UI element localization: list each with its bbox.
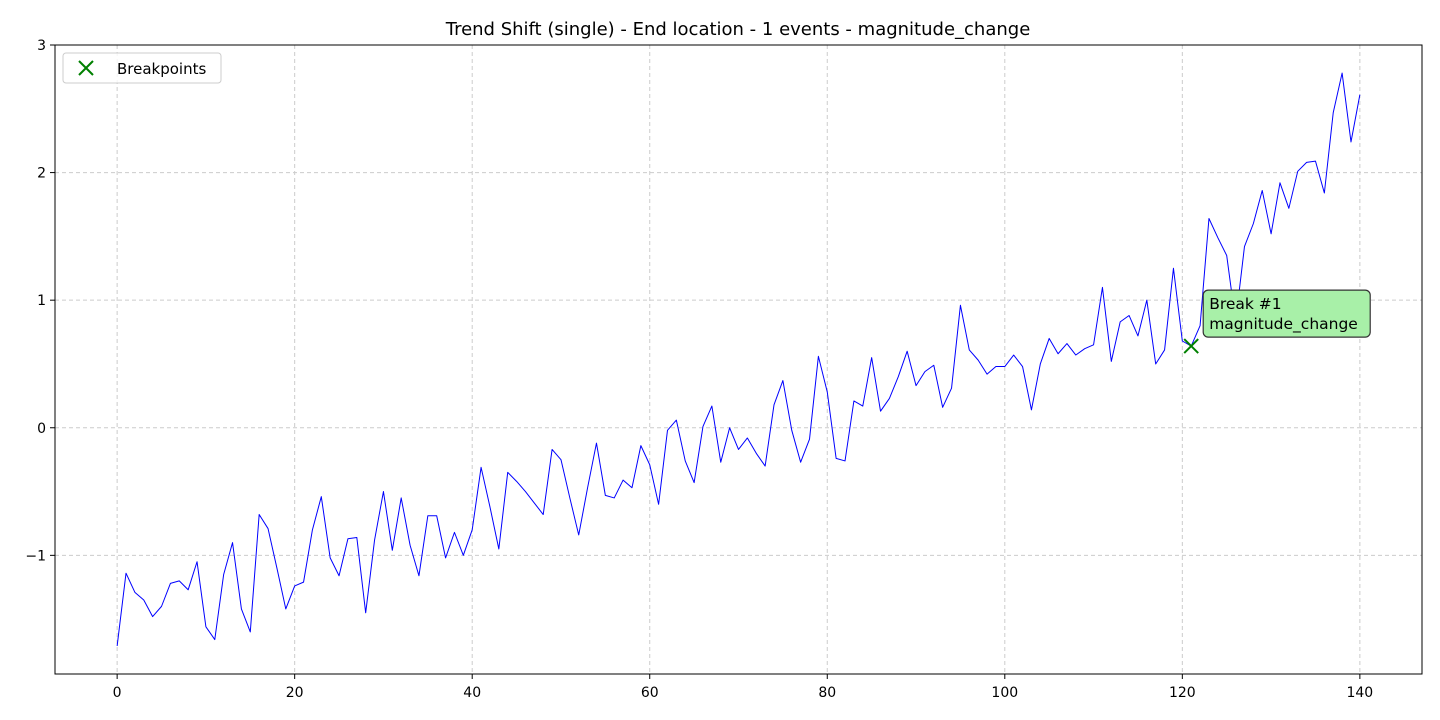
y-tick-label: −1 [25, 548, 46, 564]
breakpoint-annotation-title: Break #1 [1209, 295, 1281, 313]
legend-box [62, 52, 222, 84]
x-tick-label: 120 [1169, 685, 1196, 701]
breakpoint-annotations: Break #1 magnitude_change [1202, 289, 1371, 338]
y-tick-label: 2 [37, 166, 46, 182]
legend-label-breakpoints: Breakpoints [117, 60, 206, 78]
y-tick-label: 0 [37, 421, 46, 437]
x-tick-label: 60 [641, 685, 659, 701]
breakpoint-markers [1183, 338, 1199, 354]
x-tick-label: 80 [818, 685, 836, 701]
y-tick-label: 1 [37, 293, 46, 309]
chart-title: Trend Shift (single) - End location - 1 … [445, 19, 1031, 40]
breakpoint-annotation-box [1202, 289, 1371, 338]
x-tick-label: 100 [991, 685, 1018, 701]
x-axis: 0 20 40 60 80 100 120 140 [113, 674, 1373, 701]
series-line [116, 72, 1361, 646]
x-tick-label: 40 [463, 685, 481, 701]
legend-breakpoint-marker-icon [78, 60, 94, 76]
grid [55, 44, 1422, 674]
x-tick-label: 140 [1346, 685, 1373, 701]
y-axis: −1 0 1 2 3 [25, 38, 55, 564]
legend: Breakpoints [62, 52, 222, 84]
plot-series [116, 72, 1361, 646]
y-tick-label: 3 [37, 38, 46, 54]
breakpoint-annotation-type: magnitude_change [1209, 315, 1358, 334]
breakpoint-marker [1183, 338, 1199, 354]
x-tick-label: 20 [286, 685, 304, 701]
x-tick-label: 0 [113, 685, 122, 701]
plot-frame [54, 44, 1423, 675]
